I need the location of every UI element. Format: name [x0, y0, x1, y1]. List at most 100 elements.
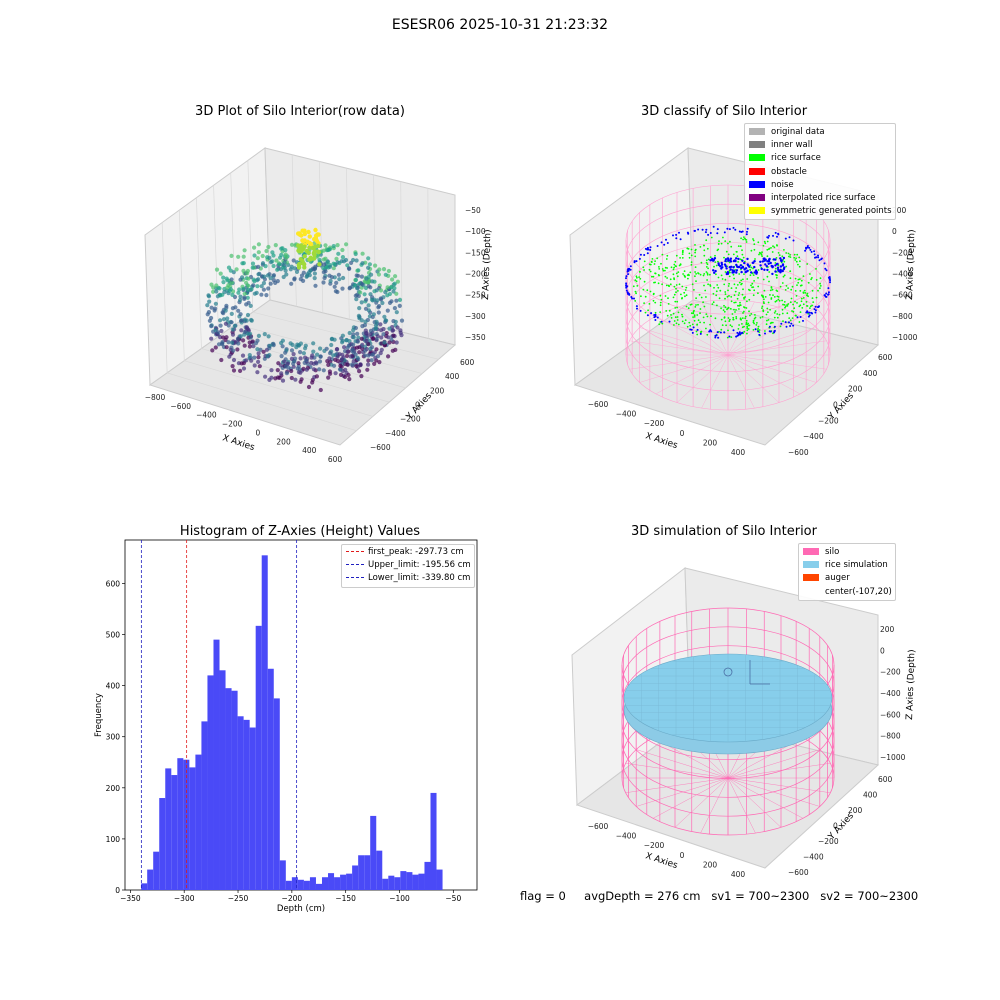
noise-point: [751, 261, 754, 264]
rice-surface-point: [788, 317, 791, 319]
rice-surface-point: [766, 240, 769, 243]
data-point: [259, 284, 264, 289]
noise-point: [734, 228, 737, 231]
x-tick-label: −600: [170, 402, 191, 411]
legend-label: original data: [771, 127, 825, 137]
rice-surface-point: [651, 258, 654, 260]
noise-point: [789, 325, 792, 327]
data-point: [219, 357, 224, 363]
noise-point: [654, 319, 657, 321]
rice-surface-point: [649, 270, 652, 273]
legend-label: interpolated rice surface: [771, 193, 876, 204]
rice-surface-point: [720, 328, 723, 331]
data-point: [301, 278, 306, 283]
noise-point: [633, 297, 635, 300]
rice-surface-point: [746, 332, 748, 335]
rice-surface-point: [670, 317, 673, 319]
data-point: [207, 318, 212, 323]
noise-point: [780, 322, 783, 325]
z-tick-label: −200: [465, 270, 486, 279]
rice-surface-point: [659, 311, 662, 313]
data-point: [264, 293, 269, 298]
histogram-bar: [225, 688, 232, 890]
rice-surface-point: [694, 255, 697, 258]
data-point: [333, 289, 338, 294]
rice-surface-point: [754, 316, 757, 319]
histogram-bar: [147, 869, 154, 890]
data-point: [241, 338, 246, 343]
legend-swatch: [803, 548, 819, 555]
x-tick-label: −600: [588, 400, 609, 409]
rice-surface-point: [802, 303, 805, 306]
noise-point: [646, 248, 649, 251]
data-point: [356, 357, 361, 362]
rice-surface-point: [670, 266, 673, 269]
legend-item: original data: [749, 126, 891, 139]
silo-base-spoke: [655, 315, 729, 356]
data-point: [291, 258, 296, 263]
panel4-axes-box: [571, 567, 880, 869]
noise-point: [792, 324, 795, 327]
data-point: [364, 276, 369, 281]
noise-point: [799, 316, 802, 318]
rice-surface-point: [811, 289, 814, 292]
noise-point: [817, 256, 820, 259]
data-point: [354, 364, 359, 369]
noise-point: [689, 328, 692, 331]
rice-surface-point: [750, 266, 753, 269]
data-point: [283, 252, 288, 257]
data-point: [307, 257, 312, 262]
data-point: [259, 292, 264, 297]
data-point: [312, 249, 317, 254]
data-point: [340, 286, 345, 291]
data-point: [279, 354, 284, 359]
x-tick-label: −250: [228, 894, 249, 903]
data-point: [263, 264, 268, 269]
rice-surface-point: [702, 316, 705, 319]
rice-surface-point: [753, 289, 756, 292]
rice-surface-point: [767, 319, 770, 321]
rice-surface-point: [738, 308, 740, 310]
legend-swatch: [749, 141, 765, 149]
noise-point: [813, 308, 816, 311]
data-point: [268, 276, 273, 281]
rice-surface-point: [699, 273, 702, 276]
noise-point: [723, 331, 726, 334]
rice-surface-point: [666, 267, 668, 269]
rice-surface-point: [783, 260, 786, 263]
rice-surface-point: [740, 318, 742, 321]
data-point: [240, 353, 246, 358]
z-tick-label: 200: [892, 206, 907, 215]
rice-surface-point: [747, 324, 750, 327]
noise-point: [774, 231, 777, 234]
data-point: [289, 242, 295, 247]
legend-item: inner wall: [749, 139, 891, 152]
rice-surface-point: [672, 273, 675, 276]
z-tick-label: −800: [880, 732, 901, 741]
rice-surface-point: [802, 275, 805, 277]
noise-point: [736, 331, 739, 334]
rice-surface-point: [700, 296, 703, 299]
noise-point: [773, 325, 776, 328]
data-point: [269, 368, 274, 373]
data-point: [248, 303, 253, 308]
data-point: [313, 227, 318, 233]
rice-surface-point: [681, 253, 684, 256]
noise-point: [810, 250, 813, 253]
rice-surface-point: [724, 271, 727, 273]
panel4-rice-surface: [623, 653, 833, 755]
data-point: [224, 303, 229, 308]
data-point: [291, 352, 296, 357]
z-tick-label: 0: [892, 227, 897, 236]
rice-surface-point: [755, 324, 758, 326]
data-point: [328, 278, 333, 284]
noise-point: [814, 309, 817, 312]
noise-point: [735, 271, 738, 274]
rice-surface-point: [757, 327, 759, 330]
histogram-bar: [388, 875, 395, 890]
noise-point: [724, 258, 728, 261]
data-point: [228, 287, 233, 292]
noise-point: [806, 246, 809, 249]
rice-surface-point: [697, 303, 699, 306]
data-point: [283, 350, 288, 355]
